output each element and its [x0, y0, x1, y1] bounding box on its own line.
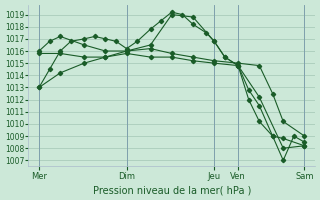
X-axis label: Pression niveau de la mer( hPa ): Pression niveau de la mer( hPa )	[92, 185, 251, 195]
